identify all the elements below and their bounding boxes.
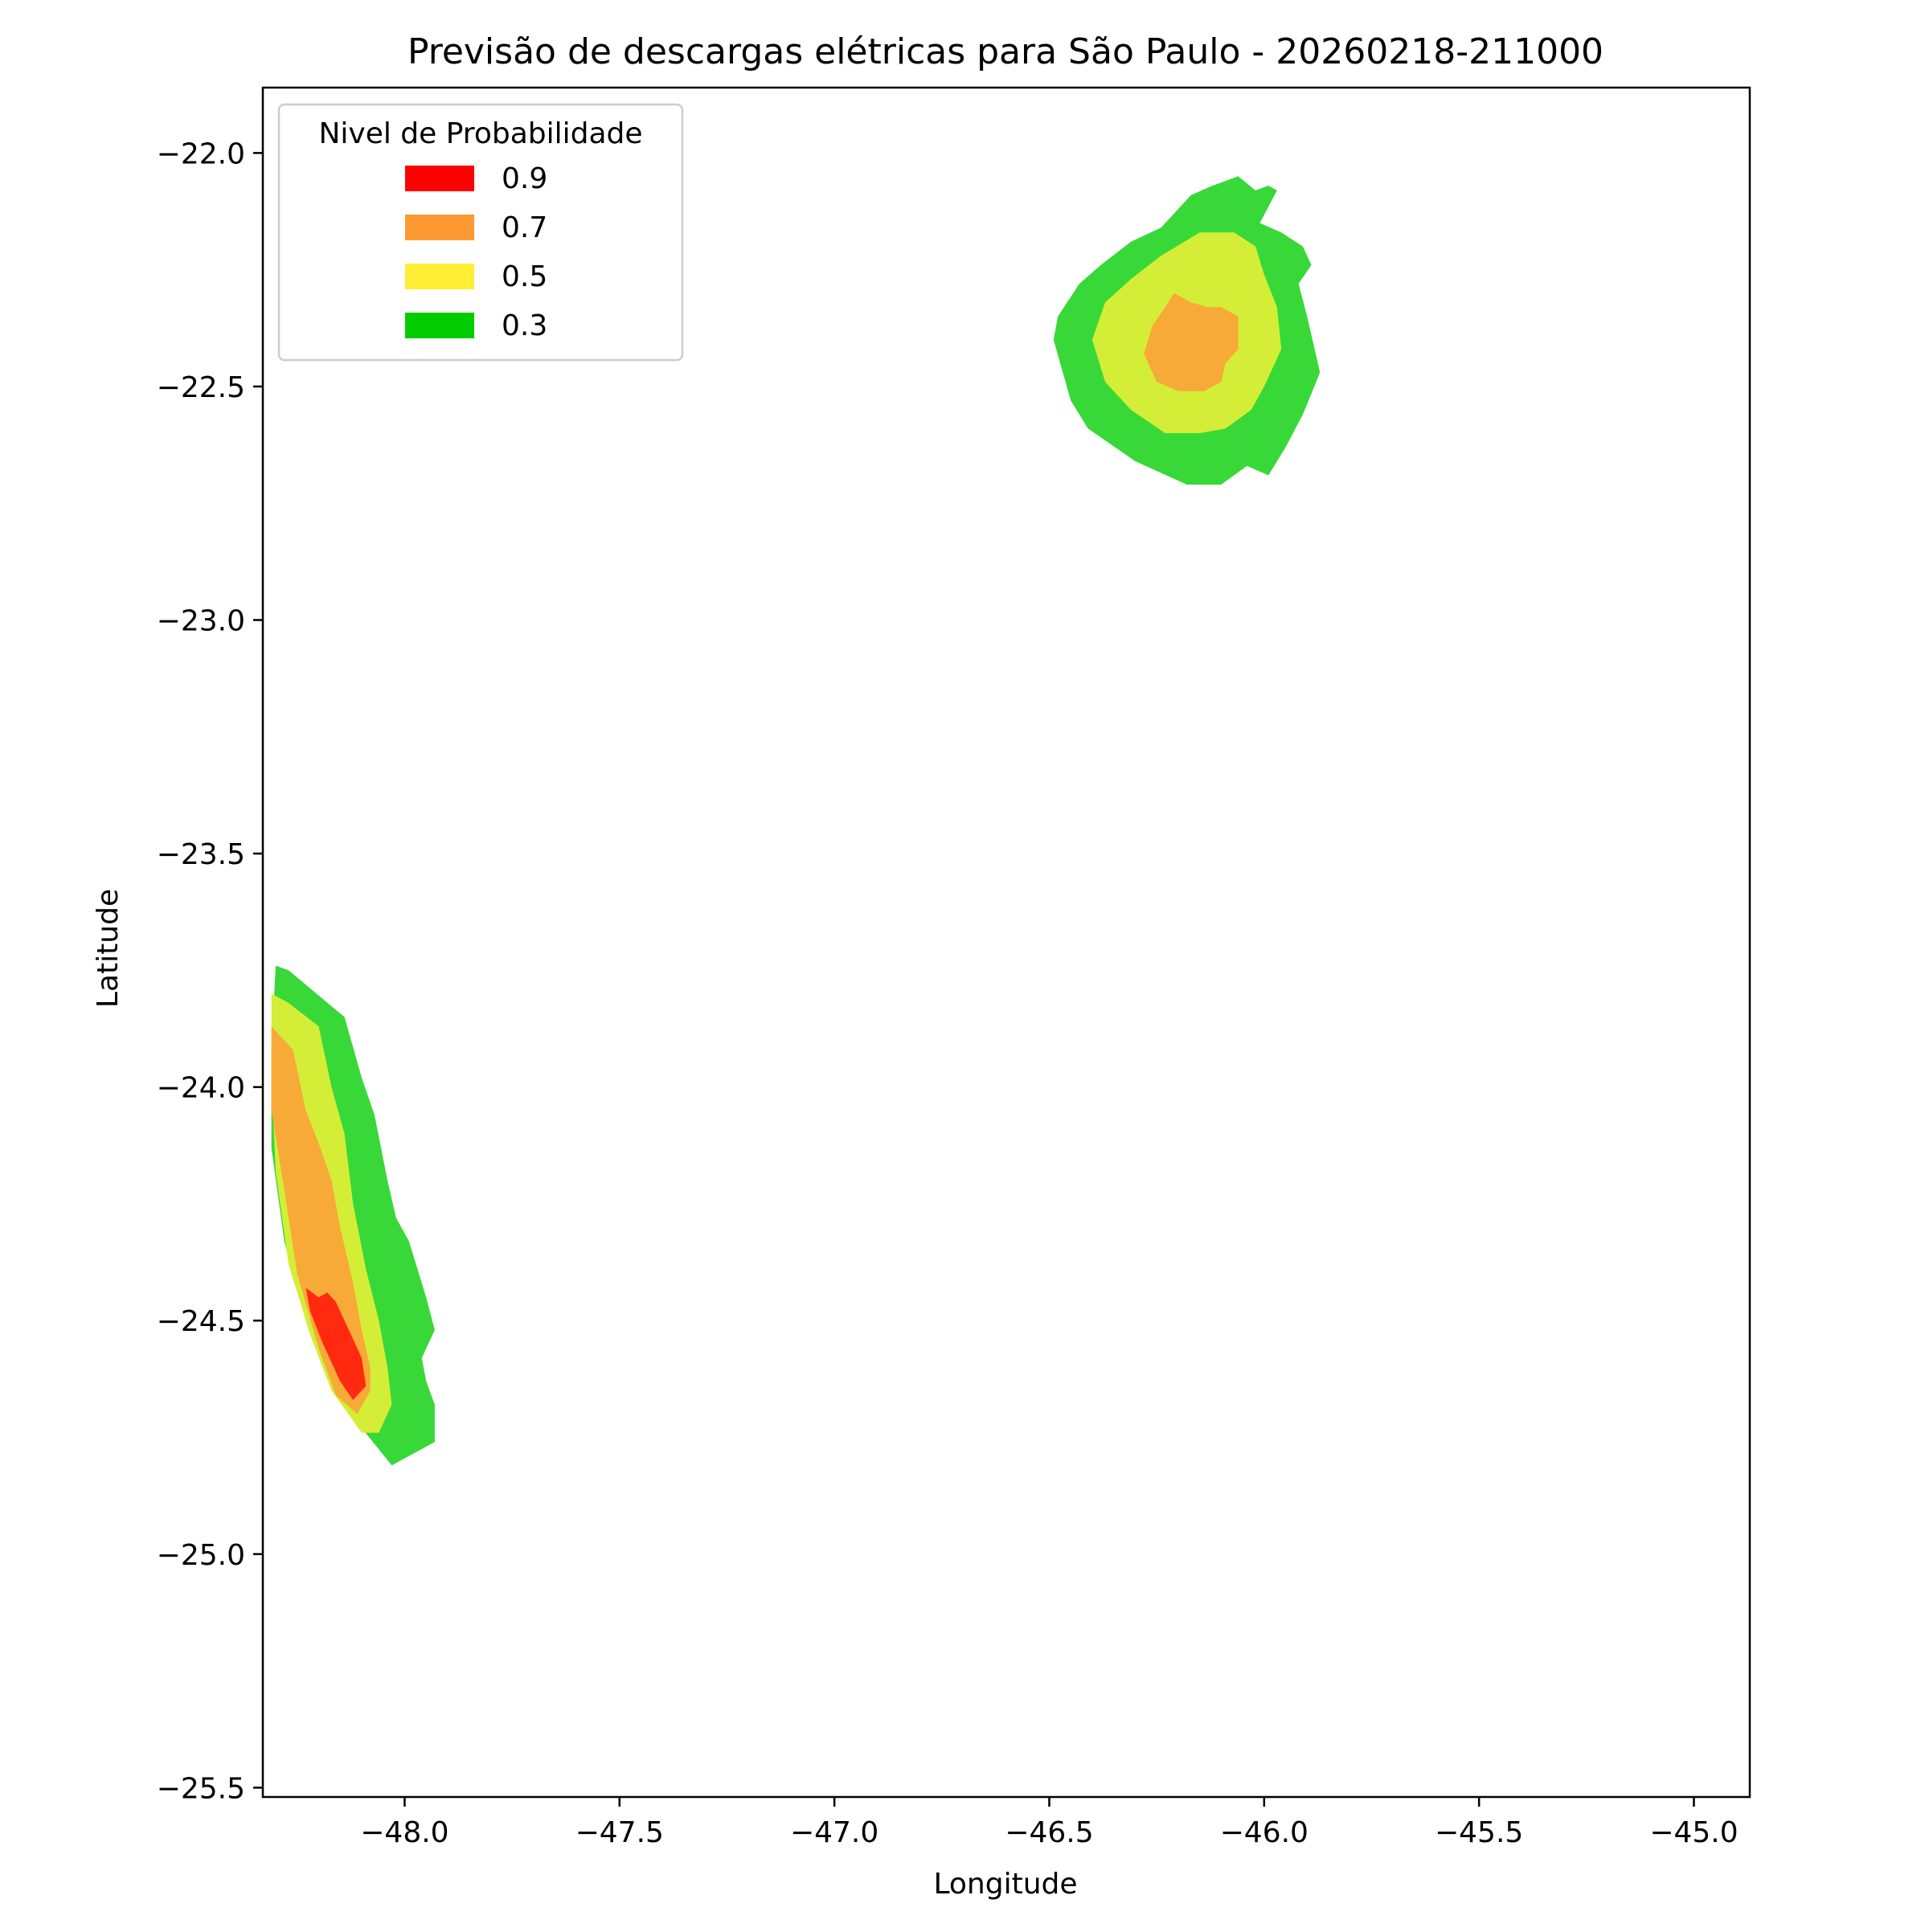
region-09-6 [305,1287,367,1400]
y-tick-label: −22.0 [157,137,245,170]
y-axis-label: Latitude [92,889,125,1008]
legend-swatch [405,215,474,240]
y-tick-label: −25.0 [157,1539,245,1572]
x-tick-label: −45.5 [1435,1816,1523,1849]
chart-title: Previsão de descargas elétricas para São… [408,31,1603,72]
x-tick-label: −46.0 [1220,1816,1309,1849]
y-tick-label: −22.5 [157,371,245,404]
x-axis-ticks: −48.0 −47.5 −47.0 −46.5 −46.0 −45.5 −45.0 [360,1797,1739,1849]
legend-box [277,103,684,362]
x-tick-label: −48.0 [360,1816,448,1849]
region-07-5 [271,1026,371,1414]
x-axis-label: Longitude [933,1868,1077,1901]
region-07-2 [1144,293,1239,391]
legend-label: 0.7 [502,211,547,244]
plot-frame [261,86,1751,1799]
legend-swatch [405,313,474,338]
x-tick-label: −46.5 [1005,1816,1093,1849]
legend-title: Nivel de Probabilidade [318,117,642,150]
y-tick-label: −23.5 [157,838,245,871]
legend-entries: 0.9 0.7 0.5 0.3 [405,162,547,342]
y-tick-label: −24.5 [157,1305,245,1338]
x-tick-label: −47.5 [575,1816,664,1849]
legend-label: 0.5 [502,260,547,293]
y-axis-ticks: −22.0 −22.5 −23.0 −23.5 −24.0 −24.5 −25.0 −25.5 [157,137,263,1805]
probability-regions [271,176,1321,1466]
y-tick-label: −25.5 [157,1772,245,1805]
x-tick-label: −47.0 [790,1816,878,1849]
legend: Nivel de Probabilidade 0.9 0.7 0.5 0.3 [277,103,684,362]
legend-label: 0.3 [502,309,547,342]
y-tick-label: −24.0 [157,1072,245,1105]
y-tick-label: −23.0 [157,605,245,638]
legend-swatch [405,264,474,289]
x-tick-label: −45.0 [1649,1816,1738,1849]
legend-label: 0.9 [502,162,547,195]
legend-swatch [405,166,474,191]
